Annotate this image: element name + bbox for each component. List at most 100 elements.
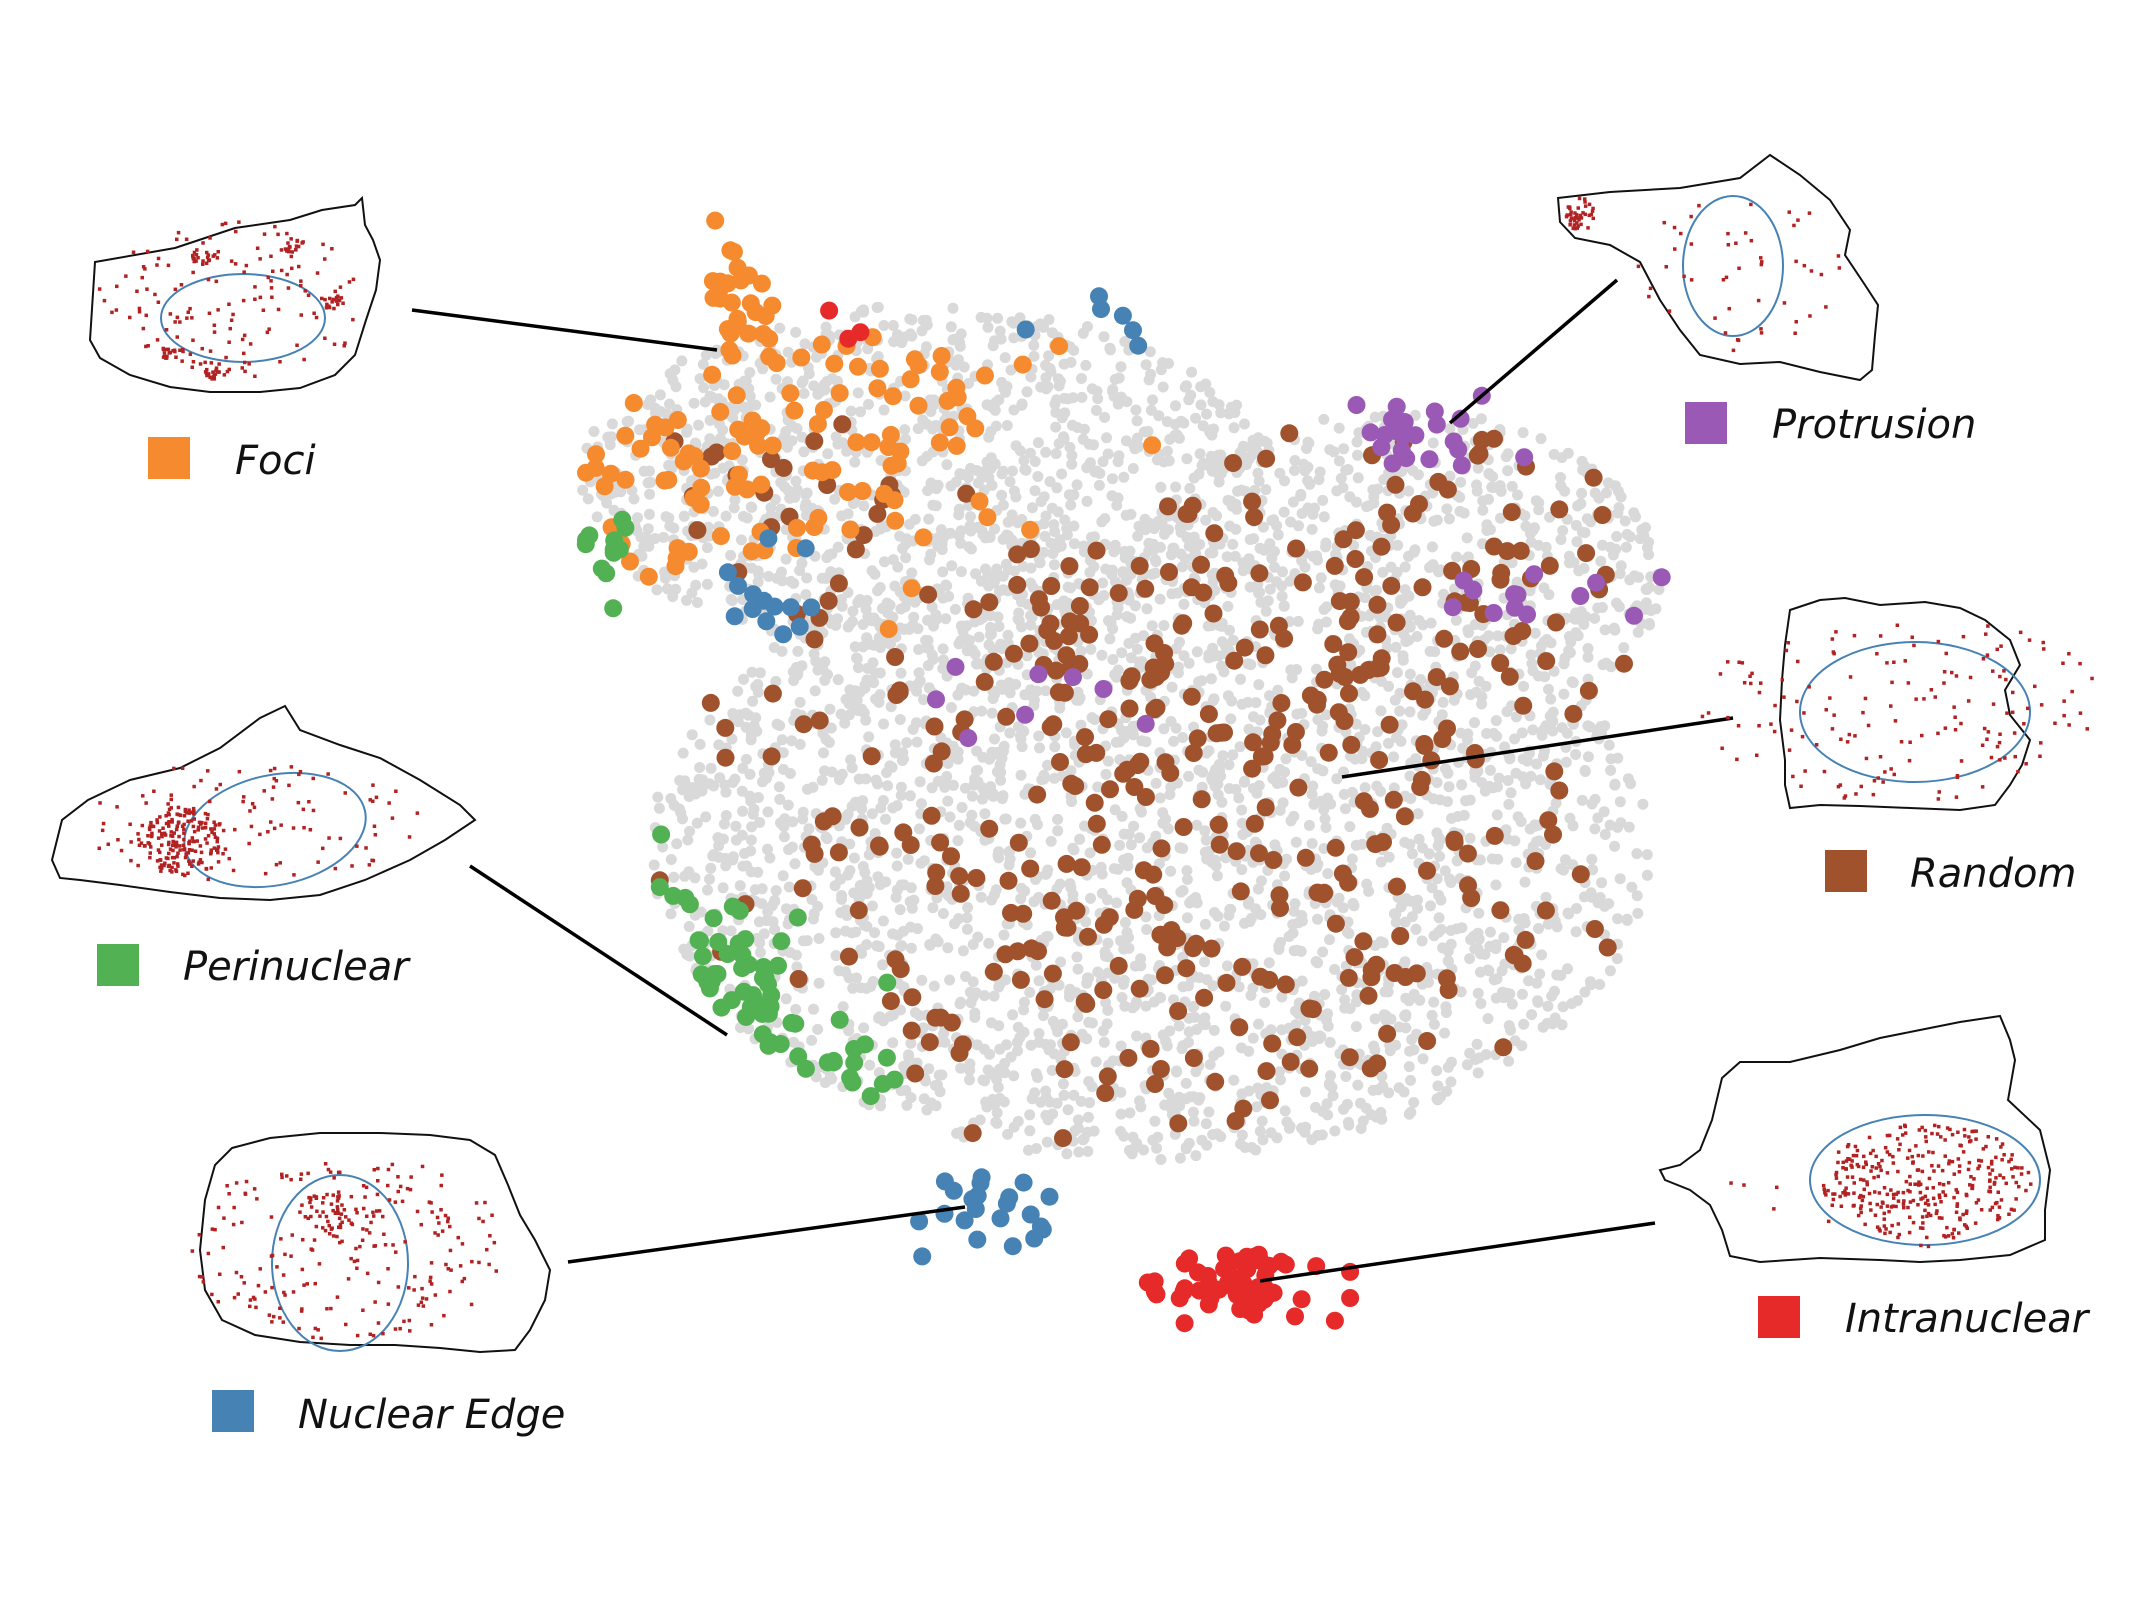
random-point (1160, 563, 1178, 581)
background-point (1395, 597, 1407, 609)
random-point (1269, 616, 1288, 635)
background-point (847, 605, 859, 617)
background-point (688, 397, 700, 409)
background-point (1015, 817, 1027, 829)
random-point (814, 812, 833, 831)
background-point (1355, 1123, 1367, 1134)
background-point (1078, 423, 1090, 435)
perinuclear-point (733, 946, 752, 964)
background-point (1212, 910, 1224, 922)
background-point (1610, 543, 1622, 555)
mrna-spot (206, 277, 211, 282)
background-point (808, 1003, 819, 1015)
background-point (671, 838, 683, 850)
background-point (1119, 917, 1131, 928)
background-point (794, 565, 806, 576)
background-point (1582, 673, 1594, 685)
background-point (887, 320, 899, 331)
background-point (1014, 1032, 1026, 1043)
nuclear-edge-point (1040, 1187, 1059, 1206)
background-point (1068, 520, 1080, 532)
background-point (1183, 394, 1195, 406)
background-point (856, 703, 868, 715)
protrusion-point (1094, 680, 1113, 698)
random-point (1147, 668, 1166, 686)
background-point (1180, 1093, 1192, 1105)
background-point (1494, 480, 1506, 492)
random-point (1094, 981, 1113, 1000)
background-point (1099, 513, 1111, 525)
background-point (1076, 373, 1087, 384)
leader-line-nuclear-edge (567, 1205, 966, 1264)
background-point (729, 773, 741, 785)
background-point (1194, 448, 1206, 460)
background-point (1080, 359, 1092, 371)
mrna-spot (295, 343, 299, 347)
protrusion-point (1387, 397, 1406, 416)
random-point (1134, 861, 1153, 880)
random-point (1505, 946, 1524, 965)
foci-point (624, 394, 643, 412)
random-point (1384, 790, 1403, 809)
background-point (704, 714, 716, 726)
background-point (1058, 358, 1070, 370)
background-point (1483, 493, 1494, 505)
background-point (1549, 985, 1560, 997)
foci-point (639, 567, 658, 586)
foci-point (970, 492, 989, 511)
background-point (1351, 436, 1363, 448)
background-point (698, 382, 710, 394)
mrna-spot (314, 315, 319, 320)
nuclear-edge-point (971, 1174, 990, 1192)
background-point (1475, 413, 1487, 425)
foci-point (679, 444, 698, 463)
random-point (1042, 891, 1061, 910)
background-point (1490, 992, 1502, 1004)
background-point (830, 927, 842, 939)
background-point (908, 611, 920, 623)
background-point (948, 356, 960, 368)
background-point (1201, 408, 1212, 420)
background-point (1517, 427, 1529, 439)
background-point (820, 572, 832, 584)
background-point (1281, 1116, 1293, 1128)
random-point (1491, 654, 1510, 672)
background-point (652, 791, 664, 803)
background-point (995, 774, 1007, 786)
background-point (873, 696, 885, 708)
background-point (866, 900, 878, 912)
foci-point (1050, 337, 1069, 356)
background-point (1006, 465, 1018, 477)
mrna-spot (131, 250, 136, 254)
background-point (885, 701, 897, 713)
background-point (803, 823, 815, 835)
random-point (1250, 564, 1269, 583)
mrna-spot (188, 352, 193, 356)
background-point (1417, 1053, 1429, 1065)
mrna-spot (266, 275, 270, 280)
foci-point (909, 396, 928, 415)
background-point (765, 509, 777, 521)
random-point (1192, 790, 1211, 809)
intranuclear-point (1292, 1290, 1311, 1309)
background-point (850, 926, 862, 938)
background-point (1461, 532, 1473, 544)
background-point (817, 727, 829, 739)
random-point (1339, 873, 1358, 892)
background-point (878, 404, 890, 416)
mrna-spot (312, 311, 316, 315)
background-point (700, 349, 712, 361)
background-point (1271, 576, 1283, 588)
random-point (1526, 852, 1545, 871)
perinuclear-point (873, 1074, 892, 1093)
random-point (1125, 900, 1144, 919)
background-point (1504, 988, 1516, 1000)
random-point (1130, 556, 1149, 575)
random-point (707, 443, 726, 462)
intranuclear-point (1325, 1311, 1344, 1330)
foci-point (767, 354, 786, 372)
background-point (849, 641, 861, 653)
background-point (1558, 688, 1570, 700)
background-point (1320, 822, 1332, 833)
mrna-spot (323, 257, 327, 261)
